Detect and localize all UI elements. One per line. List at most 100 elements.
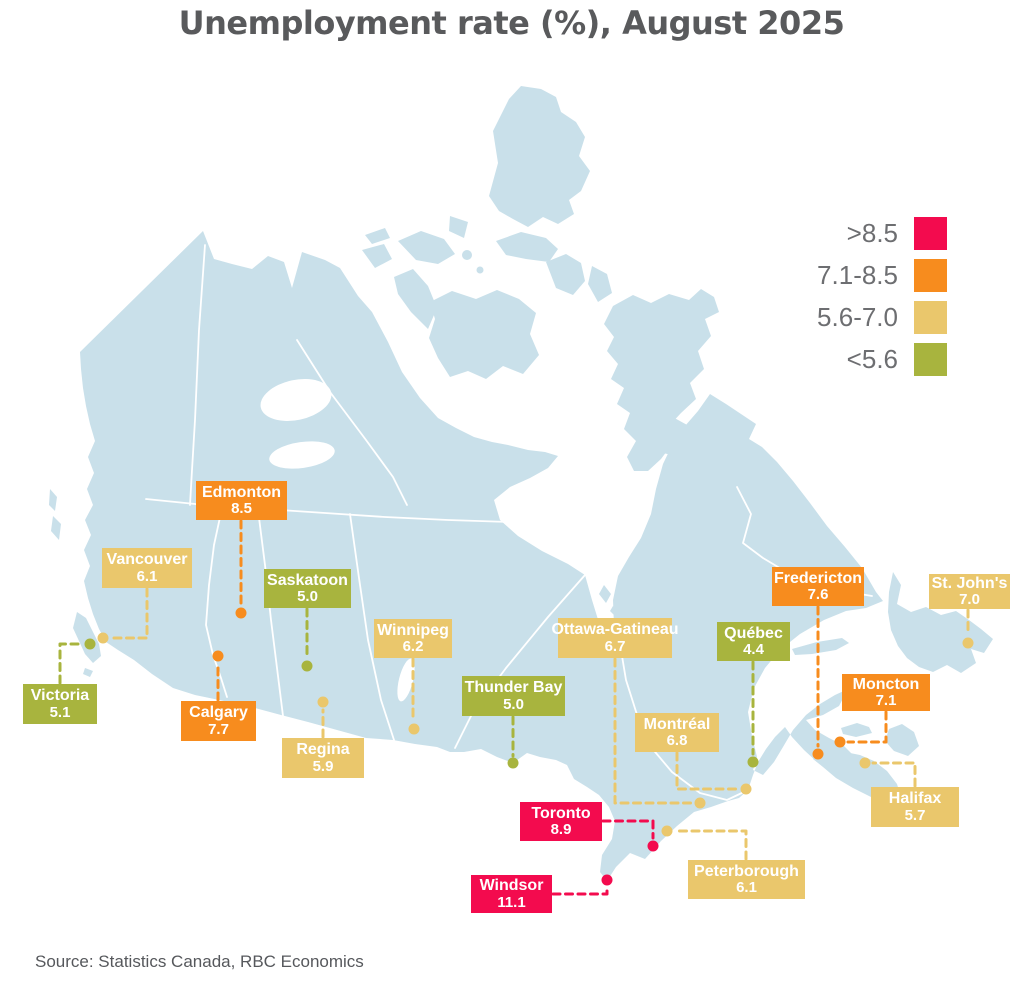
city-value: 7.1 [875, 692, 897, 710]
city-dot-quebec [747, 756, 759, 768]
leader-line-windsor [551, 885, 609, 896]
border-yukon-nwt [189, 244, 206, 506]
city-dot-regina [317, 696, 329, 708]
city-label-windsor: Windsor 11.1 [471, 875, 552, 913]
cornwallis-island [462, 250, 472, 260]
devon-island [496, 232, 558, 262]
city-name: Ottawa-Gatineau [551, 621, 679, 639]
city-value: 8.9 [550, 821, 572, 839]
city-value: 8.5 [231, 500, 252, 518]
city-name: Thunder Bay [464, 679, 563, 697]
baffin-island [604, 289, 719, 471]
legend-item: 7.1-8.5 [817, 259, 947, 292]
city-dot-ottawa-gatineau [694, 797, 706, 809]
border-bc-ab [205, 507, 228, 698]
province-borders [145, 244, 873, 801]
city-value: 6.2 [402, 638, 424, 656]
city-name: Winnipeg [377, 621, 449, 639]
james-bay-islands [599, 585, 618, 615]
city-value: 6.1 [736, 879, 757, 897]
city-value: 6.7 [604, 637, 626, 655]
city-label-toronto: Toronto 8.9 [520, 802, 602, 841]
city-label-st-johns: St. John's 7.0 [929, 574, 1010, 609]
city-name: Fredericton [774, 569, 863, 587]
city-value: 4.4 [743, 641, 764, 659]
city-name: Montréal [643, 715, 711, 733]
city-dot-montreal [740, 783, 752, 795]
border-on-qc [615, 619, 747, 801]
city-name: Peterborough [694, 862, 799, 880]
vancouver-island [73, 612, 101, 663]
city-label-regina: Regina 5.9 [282, 738, 364, 778]
legend-swatch [914, 259, 947, 292]
city-value: 5.7 [904, 806, 926, 824]
city-label-saskatoon: Saskatoon 5.0 [264, 569, 351, 608]
city-name: St. John's [931, 574, 1008, 592]
city-name: Regina [296, 741, 350, 759]
city-label-victoria: Victoria 5.1 [23, 684, 97, 724]
lake-winnipeg [397, 658, 415, 702]
city-label-moncton: Moncton 7.1 [842, 674, 930, 711]
city-value: 5.9 [312, 757, 334, 775]
city-name: Halifax [888, 790, 942, 808]
victoria-island [429, 290, 539, 379]
city-value: 11.1 [497, 893, 526, 911]
leader-line-moncton [846, 710, 888, 744]
great-slave-lake [269, 441, 335, 469]
city-label-peterborough: Peterborough 6.1 [688, 860, 805, 899]
leader-line-halifax [871, 761, 917, 788]
city-value: 5.0 [503, 695, 524, 713]
city-name: Victoria [30, 687, 90, 705]
bathurst-islet [476, 266, 484, 274]
city-value: 6.8 [666, 732, 688, 750]
city-value: 7.0 [959, 591, 980, 609]
city-label-montreal: Montréal 6.8 [635, 713, 719, 752]
cape-breton-island [885, 724, 919, 756]
border-sk-mb [349, 513, 395, 741]
city-dot-st-johns [962, 637, 974, 649]
great-bear-lake [260, 379, 332, 421]
city-dot-edmonton [235, 607, 247, 619]
city-dot-vancouver [97, 632, 109, 644]
legend-item: 5.6-7.0 [817, 301, 947, 334]
border-mb-on [454, 574, 586, 749]
legend-swatch [914, 217, 947, 250]
legend-item: >8.5 [817, 217, 947, 250]
leader-line-victoria [58, 642, 85, 685]
city-dot-toronto [647, 840, 659, 852]
city-dot-moncton [834, 736, 846, 748]
leader-line-peterborough [673, 829, 748, 861]
city-name: Windsor [479, 877, 544, 895]
prince-edward-island [841, 723, 872, 737]
city-name: Toronto [531, 804, 591, 822]
legend-label: >8.5 [846, 218, 898, 248]
anticosti-island [792, 638, 849, 655]
city-value: 5.1 [49, 703, 71, 721]
page-title: Unemployment rate (%), August 2025 [178, 4, 845, 42]
city-name: Vancouver [106, 551, 188, 569]
leader-line-ottawa-gatineau [613, 657, 694, 805]
city-label-winnipeg: Winnipeg 6.2 [374, 619, 452, 658]
city-dot-peterborough [661, 825, 673, 837]
city-label-thunder-bay: Thunder Bay 5.0 [462, 676, 565, 716]
city-label-calgary: Calgary 7.7 [181, 701, 256, 741]
legend-label: 5.6-7.0 [817, 302, 898, 332]
city-label-edmonton: Edmonton 8.5 [196, 481, 287, 520]
city-dot-fredericton [812, 748, 824, 760]
somerset-prince-of-wales-islands [546, 254, 612, 302]
border-ab-sk [257, 509, 284, 717]
city-name: Moncton [852, 675, 920, 693]
city-name: Edmonton [201, 483, 282, 501]
parry-islands [362, 216, 468, 268]
legend-swatch [914, 301, 947, 334]
city-label-halifax: Halifax 5.7 [871, 787, 959, 827]
city-dot-calgary [212, 650, 224, 662]
city-label-ottawa-gatineau: Ottawa-Gatineau 6.7 [551, 618, 679, 658]
city-dot-saskatoon [301, 660, 313, 672]
city-value: 7.6 [807, 586, 829, 604]
haida-gwaii [49, 489, 61, 540]
city-label-quebec: Québec 4.4 [717, 622, 790, 661]
city-value: 7.7 [208, 720, 229, 738]
